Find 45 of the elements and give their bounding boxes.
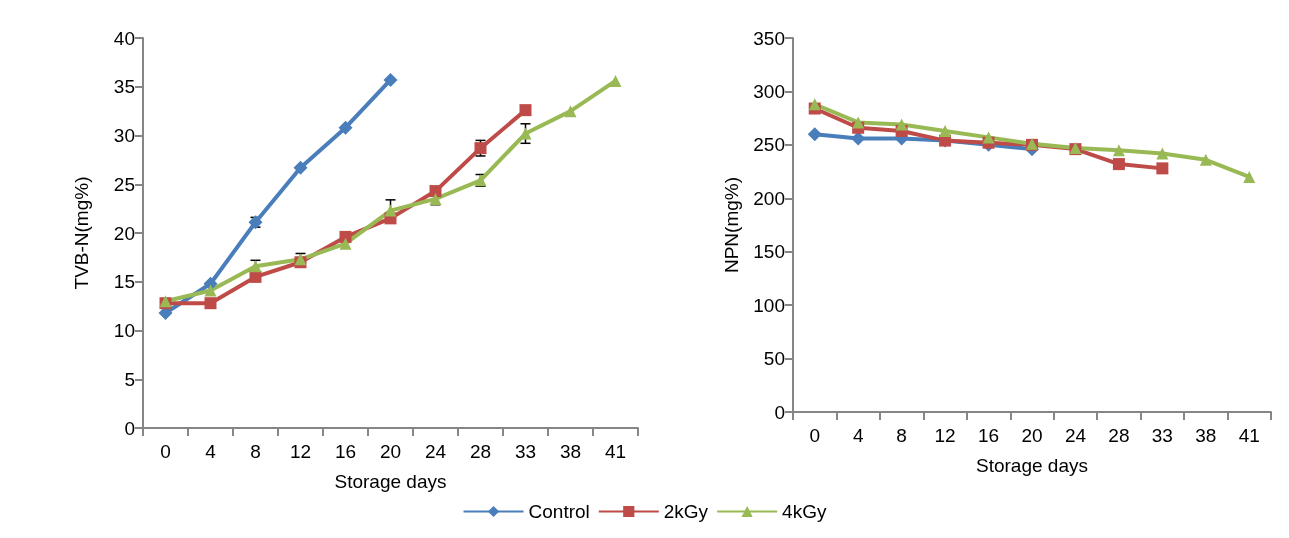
- x-tick-label: 28: [1108, 425, 1130, 446]
- y-tick-label: 25: [113, 173, 135, 195]
- x-tick-label: 16: [334, 441, 357, 462]
- y-tick-label: 50: [763, 348, 785, 370]
- x-tick-label: 20: [1021, 425, 1043, 446]
- x-tick-label: 8: [250, 441, 261, 462]
- x-tick-label: 28: [469, 441, 492, 462]
- y-tick-label: 30: [113, 125, 135, 146]
- x-tick-label: 33: [1151, 425, 1173, 446]
- y-tick-label: 15: [113, 271, 135, 293]
- y-tick-label: 5: [124, 368, 135, 390]
- x-tick-label: 38: [1195, 425, 1217, 446]
- x-tick-label: 20: [379, 441, 402, 462]
- x-tick-label: 8: [896, 425, 907, 446]
- y-tick-label: 10: [113, 320, 135, 341]
- y-tick-label: 350: [753, 27, 785, 49]
- y-axis-title: NPN(mg%): [721, 176, 742, 274]
- x-tick-label: 0: [160, 441, 171, 462]
- y-tick-label: 150: [753, 241, 785, 263]
- x-tick-label: 0: [809, 425, 821, 446]
- legend-label: Control: [528, 501, 590, 522]
- legend-label: 4kGy: [782, 501, 827, 522]
- y-tick-label: 20: [113, 222, 135, 244]
- y-tick-label: 100: [753, 294, 785, 316]
- x-tick-label: 4: [852, 425, 864, 446]
- y-tick-label: 35: [113, 76, 135, 98]
- x-tick-label: 41: [604, 441, 627, 462]
- y-tick-label: 0: [774, 401, 785, 423]
- y-tick-label: 40: [113, 27, 135, 49]
- x-tick-label: 33: [514, 441, 537, 462]
- y-tick-label: 200: [753, 187, 785, 209]
- y-tick-label: 250: [753, 134, 785, 156]
- y-axis-title: TVB-N(mg%): [71, 176, 92, 290]
- y-tick-label: 300: [753, 80, 785, 102]
- x-tick-label: 24: [1064, 425, 1087, 446]
- x-tick-label: 38: [559, 441, 582, 462]
- x-tick-label: 16: [977, 425, 1000, 446]
- legend-label: 2kGy: [663, 501, 709, 522]
- x-tick-label: 41: [1238, 425, 1260, 446]
- x-axis-title: Storage days: [976, 455, 1088, 476]
- x-tick-label: 12: [934, 425, 956, 446]
- x-axis-title: Storage days: [334, 471, 447, 492]
- x-tick-label: 4: [205, 441, 217, 462]
- x-tick-label: 12: [289, 441, 312, 462]
- x-tick-label: 24: [424, 441, 447, 462]
